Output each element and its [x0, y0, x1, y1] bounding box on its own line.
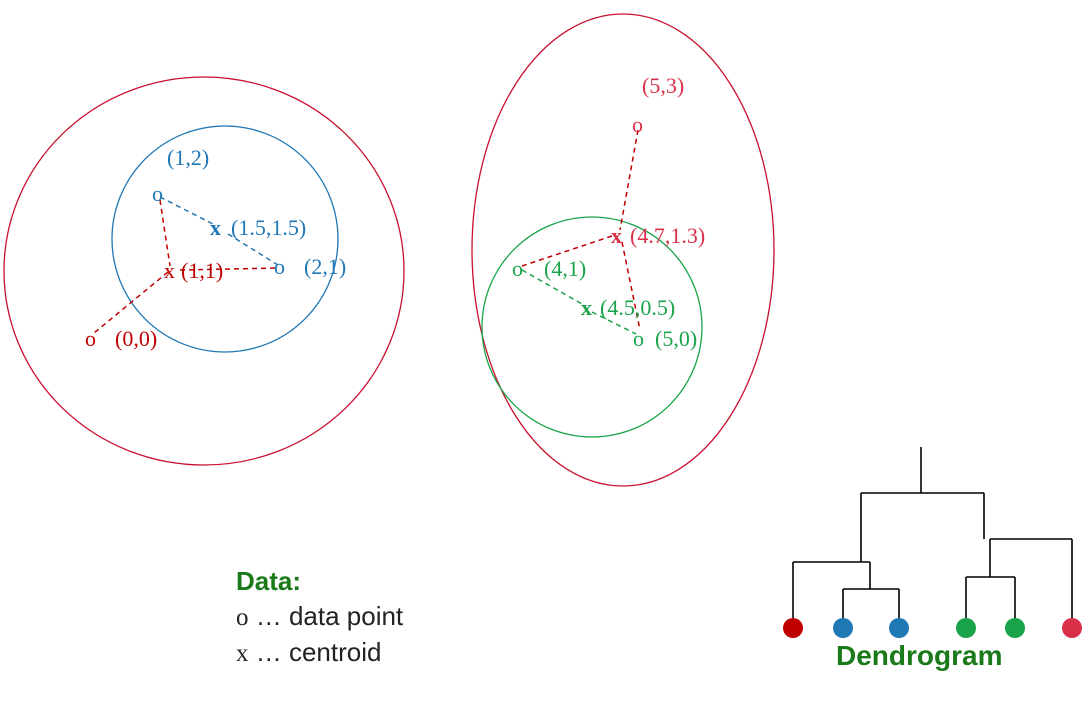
- dashed-lines: [93, 129, 641, 335]
- centroid-4.5-0.5-label: (4.5,0.5): [600, 295, 675, 320]
- centroid-1-1-marker: x: [164, 258, 175, 283]
- legend-point-text: … data point: [248, 601, 404, 631]
- dendro-leaf-3: [889, 618, 909, 638]
- cluster-ellipse-right-outer: [471, 13, 775, 487]
- legend-centroid-symbol: x: [236, 640, 249, 667]
- centroid-4.5-0.5-marker: x: [581, 295, 592, 320]
- cluster-circle-right-inner: [481, 216, 703, 438]
- point-2-1-label: (2,1): [304, 254, 346, 279]
- legend-title: Data:: [236, 566, 302, 596]
- centroid-1-1-label: (1,1): [181, 258, 223, 283]
- line-c11-p21: [179, 267, 279, 271]
- point-5-3-marker: o: [632, 112, 643, 137]
- line-c4713-p41: [521, 235, 613, 267]
- point-1-2-label: (1,2): [167, 145, 209, 170]
- centroid-4.7-1.3-marker: x: [611, 223, 622, 248]
- point-4-1-label: (4,1): [544, 256, 586, 281]
- centroid-1.5-1.5-marker: x: [210, 215, 221, 240]
- line-c4505-p50: [591, 311, 637, 335]
- legend-centroid-text: … centroid: [248, 637, 382, 667]
- point-0-0-label: (0,0): [115, 326, 157, 351]
- dendrogram-tree: [792, 447, 1073, 626]
- legend: Data: o … data point x … centroid: [236, 564, 403, 671]
- dendro-leaf-1: [783, 618, 803, 638]
- dendro-leaf-5: [1005, 618, 1025, 638]
- line-p12-c11: [159, 199, 171, 267]
- centroid-4.7-1.3-label: (4.7,1.3): [630, 223, 705, 248]
- line-c11-p00: [93, 271, 169, 334]
- line-p53-c4713: [619, 129, 639, 231]
- legend-centroid-row: x … centroid: [236, 635, 403, 671]
- line-c4713-p50: [621, 241, 641, 331]
- point-1-2-marker: o: [152, 181, 163, 206]
- legend-point-symbol: o: [236, 604, 249, 631]
- dendrogram-title: Dendrogram: [836, 640, 1003, 671]
- legend-point-row: o … data point: [236, 599, 403, 635]
- cluster-circle-left-inner: [111, 125, 339, 353]
- dendrogram-leaves: [783, 618, 1082, 638]
- cluster-ellipse-left-outer: [3, 76, 405, 466]
- line-p12-c1515: [159, 196, 216, 226]
- line-p41-c4505: [521, 269, 583, 305]
- point-2-1-marker: o: [274, 254, 285, 279]
- point-0-0-marker: o: [85, 326, 96, 351]
- dendro-leaf-2: [833, 618, 853, 638]
- centroid-1.5-1.5-label: (1.5,1.5): [231, 215, 306, 240]
- point-5-3-label: (5,3): [642, 73, 684, 98]
- point-4-1-marker: o: [512, 256, 523, 281]
- point-5-0-marker: o: [633, 326, 644, 351]
- dendro-leaf-4: [956, 618, 976, 638]
- point-5-0-label: (5,0): [655, 326, 697, 351]
- line-c1515-p21: [227, 233, 279, 266]
- dendro-leaf-6: [1062, 618, 1082, 638]
